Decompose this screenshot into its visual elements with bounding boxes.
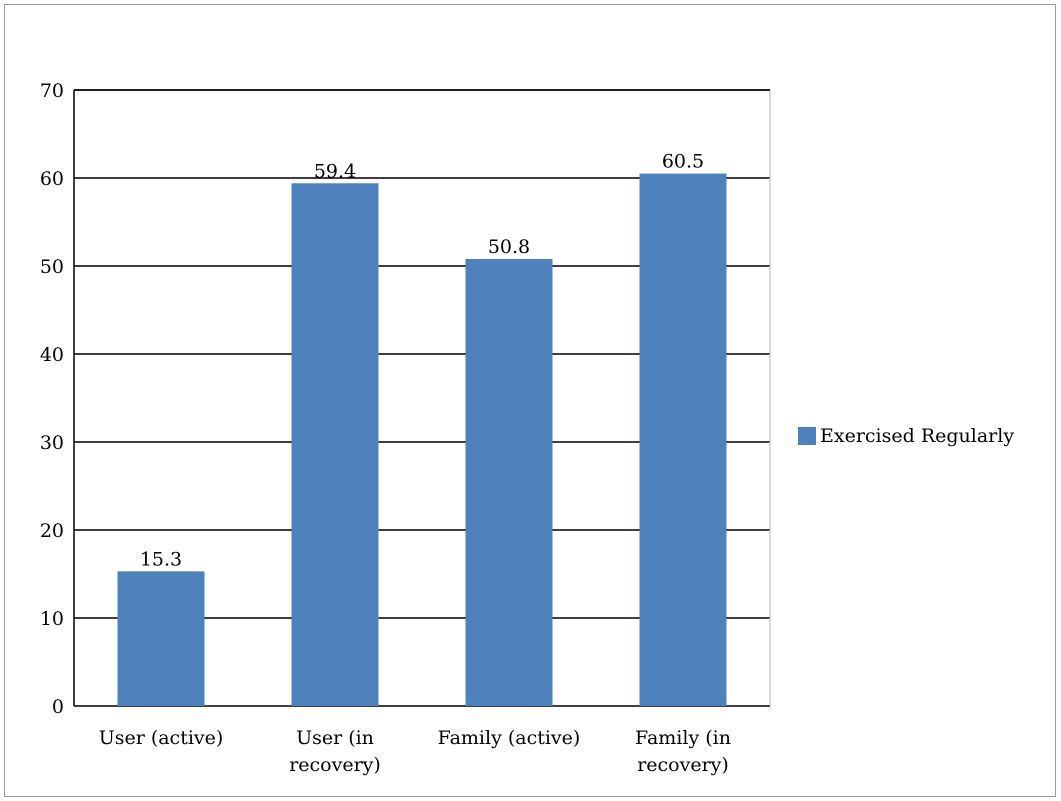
- category-label: Family (in: [635, 727, 731, 749]
- legend: Exercised Regularly: [798, 425, 1014, 447]
- y-tick-label: 50: [40, 256, 64, 278]
- data-label: 59.4: [314, 160, 356, 182]
- legend-label: Exercised Regularly: [820, 425, 1015, 447]
- data-label: 60.5: [662, 151, 704, 173]
- category-label: recovery): [637, 754, 729, 776]
- y-tick-label: 10: [40, 608, 64, 630]
- y-tick-label: 0: [52, 696, 64, 718]
- category-label: recovery): [289, 754, 381, 776]
- category-label: User (in: [296, 727, 374, 749]
- y-tick-label: 70: [40, 80, 64, 102]
- bar: [117, 571, 205, 706]
- category-label: User (active): [99, 727, 224, 749]
- data-label: 50.8: [488, 236, 530, 258]
- bar: [639, 173, 727, 707]
- bar: [291, 183, 379, 706]
- category-label: Family (active): [438, 727, 581, 749]
- y-tick-label: 20: [40, 520, 64, 542]
- y-tick-label: 60: [40, 168, 64, 190]
- y-tick-label: 30: [40, 432, 64, 454]
- data-label: 15.3: [140, 548, 182, 570]
- legend-swatch: [798, 427, 816, 445]
- y-tick-label: 40: [40, 344, 64, 366]
- bar: [465, 258, 553, 706]
